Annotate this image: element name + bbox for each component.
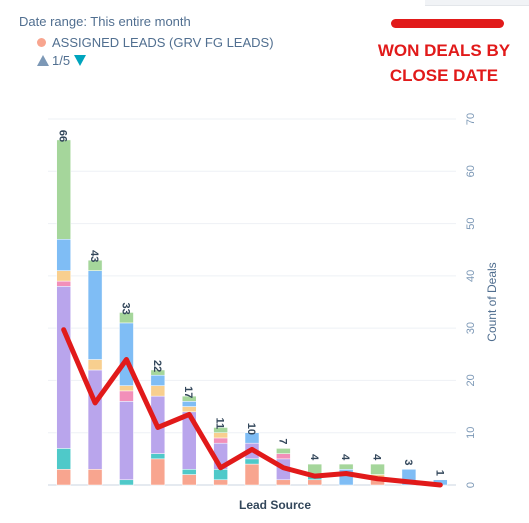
y-tick-label: 30 <box>465 322 477 334</box>
bar-segment <box>276 453 291 460</box>
bar-segment <box>56 286 71 449</box>
bar-total-label: 22 <box>151 360 163 372</box>
bar-segment <box>119 479 134 486</box>
bar-total-label: 1 <box>433 470 445 476</box>
bar-total-label: 11 <box>214 417 226 429</box>
date-range-label: Date range: This entire month <box>19 14 191 29</box>
bar-segment <box>56 448 71 470</box>
bar-segment <box>213 432 228 439</box>
bar-segment <box>150 369 166 376</box>
annotation-line-2: CLOSE DATE <box>389 66 499 85</box>
overlay-line-series <box>61 327 443 488</box>
annotation-text: WON DEALS BY CLOSE DATE <box>370 38 518 88</box>
bar-segment <box>87 469 103 486</box>
bar-segment <box>119 312 134 324</box>
bar-segment <box>213 427 228 433</box>
bar-segment <box>56 139 71 240</box>
bar-segment <box>87 369 103 470</box>
bar-segment <box>213 437 228 444</box>
bar-segment <box>150 453 166 460</box>
bar-segment <box>56 469 71 486</box>
y-tick-label: 40 <box>465 270 477 282</box>
y-tick-label: 0 <box>465 482 477 488</box>
bar-total-label: 33 <box>119 302 131 314</box>
bar-segment <box>181 395 197 402</box>
bar-total-label: 17 <box>182 386 194 398</box>
bar-segment <box>370 463 385 475</box>
bar-segment <box>150 458 166 486</box>
bar-segment <box>181 401 197 407</box>
bar-total-label: 10 <box>245 423 257 435</box>
bar-segment <box>307 479 323 486</box>
y-tick-label: 10 <box>465 427 477 439</box>
bar-segment <box>181 406 197 413</box>
y-axis-label: Count of Deals <box>485 262 499 341</box>
x-axis-label: Lead Source <box>239 498 311 512</box>
legend-label: ASSIGNED LEADS (GRV FG LEADS) <box>52 35 274 50</box>
bar-total-label: 4 <box>308 454 320 461</box>
toolbar-edge <box>425 0 529 6</box>
annotation-line-1: WON DEALS BY <box>377 41 511 60</box>
bar-segment <box>213 469 228 481</box>
annotation-underline <box>391 19 504 28</box>
bar-segment <box>56 270 71 282</box>
bar-total-label: 66 <box>57 130 69 142</box>
bar-segment <box>87 259 103 271</box>
bar-segment <box>56 280 71 287</box>
bar-segment <box>87 359 103 371</box>
bar-total-label: 4 <box>339 454 351 461</box>
bar-total-label: 7 <box>276 438 288 444</box>
bar-segment <box>244 432 260 444</box>
bar-segment <box>181 469 197 475</box>
bar-segment <box>150 385 166 397</box>
y-tick-label: 50 <box>465 217 477 229</box>
bar-segment <box>276 479 291 486</box>
bar-segment <box>244 458 260 465</box>
y-tick-label: 60 <box>465 165 477 177</box>
bar-segment <box>119 390 134 402</box>
bar-segment <box>56 239 71 271</box>
legend-dot-icon <box>37 38 46 47</box>
triangle-down-icon[interactable] <box>74 55 87 66</box>
bar-segment <box>338 463 354 470</box>
legend-item[interactable]: ASSIGNED LEADS (GRV FG LEADS) <box>37 35 274 50</box>
legend-pager: 1/5 <box>37 53 87 68</box>
bar-segment <box>119 401 134 481</box>
y-tick-label: 20 <box>465 374 477 386</box>
bar-segment <box>87 270 103 360</box>
bar-segment <box>276 448 291 454</box>
bar-total-label: 43 <box>88 250 100 262</box>
y-tick-label: 70 <box>465 113 477 125</box>
bar-total-label: 4 <box>371 454 383 461</box>
triangle-up-icon[interactable] <box>37 55 49 66</box>
bar-segment <box>119 322 134 386</box>
pager-label: 1/5 <box>52 53 71 68</box>
bar-segment <box>213 479 228 486</box>
bar-segment <box>150 374 166 386</box>
bar-segment <box>119 385 134 392</box>
bar-segment <box>181 474 197 486</box>
bar-segment <box>244 463 260 486</box>
bar-total-label: 3 <box>402 459 414 465</box>
